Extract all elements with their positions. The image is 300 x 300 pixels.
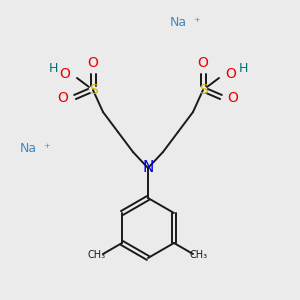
Text: O: O	[58, 91, 68, 105]
Text: O: O	[60, 67, 70, 81]
Text: CH₃: CH₃	[190, 250, 208, 260]
Text: O: O	[198, 56, 208, 70]
Text: O: O	[88, 56, 98, 70]
Text: H: H	[48, 61, 58, 74]
Text: CH₃: CH₃	[88, 250, 106, 260]
Text: ⁺: ⁺	[193, 16, 199, 28]
Text: Na: Na	[20, 142, 37, 154]
Text: S: S	[199, 83, 207, 97]
Text: O: O	[228, 91, 238, 105]
Text: S: S	[88, 83, 98, 97]
Text: N: N	[142, 160, 154, 175]
Text: H: H	[238, 61, 248, 74]
Text: Na: Na	[169, 16, 187, 28]
Text: O: O	[226, 67, 236, 81]
Text: ⁺: ⁺	[43, 142, 49, 154]
